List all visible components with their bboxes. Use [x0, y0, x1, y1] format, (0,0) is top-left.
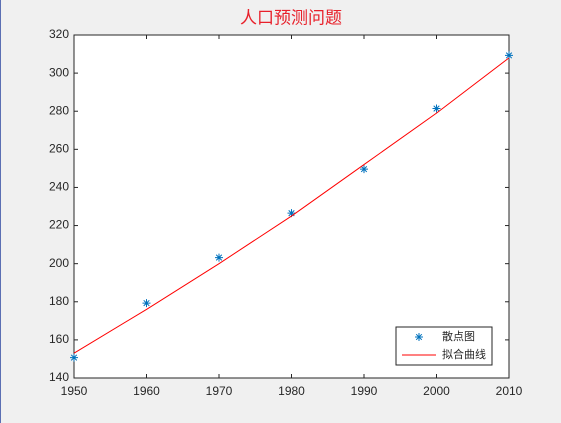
plot-area — [73, 34, 510, 379]
legend-box — [395, 326, 493, 366]
x-tick-label: 1990 — [351, 384, 378, 398]
fit-line — [73, 57, 510, 354]
legend-swatch — [415, 333, 423, 341]
x-tick-label: 2010 — [496, 384, 523, 398]
y-tick-label: 320 — [49, 27, 69, 41]
x-tick-label: 1960 — [133, 384, 160, 398]
data-point — [215, 253, 223, 262]
legend-label: 散点图 — [442, 329, 475, 343]
data-point — [287, 209, 296, 218]
x-tick-label: 2000 — [423, 384, 450, 398]
chart-title: 人口预测问题 — [240, 9, 342, 29]
y-tick-label: 260 — [49, 142, 69, 156]
y-tick-label: 200 — [49, 256, 69, 270]
y-tick-label: 300 — [49, 65, 69, 79]
y-tick-label: 140 — [49, 370, 69, 384]
x-tick-label: 1950 — [61, 384, 88, 398]
y-tick-label: 240 — [49, 180, 69, 194]
data-point — [360, 165, 368, 174]
data-point — [142, 299, 151, 308]
y-tick-label: 180 — [49, 294, 69, 308]
data-point — [70, 353, 78, 362]
data-point — [432, 104, 441, 113]
x-tick-label: 1980 — [278, 384, 305, 398]
x-tick-label: 1970 — [206, 384, 233, 398]
legend-label: 拟合曲线 — [442, 347, 486, 361]
y-tick-label: 280 — [49, 103, 69, 117]
data-point — [505, 51, 513, 60]
y-tick-label: 160 — [49, 332, 69, 346]
y-tick-label: 220 — [49, 218, 69, 232]
